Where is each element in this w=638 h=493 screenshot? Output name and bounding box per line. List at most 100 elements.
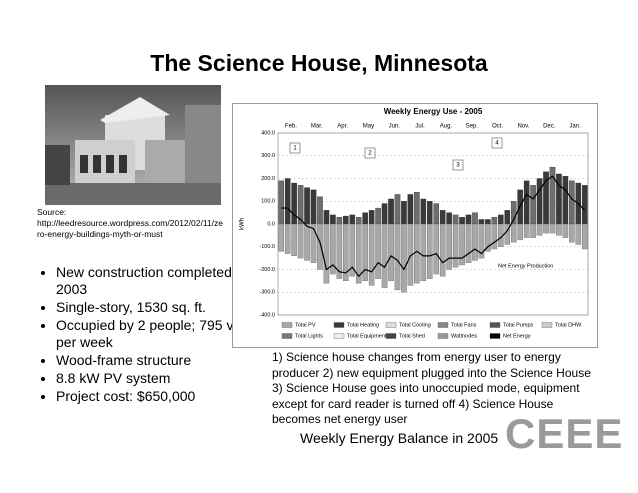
pv-bar bbox=[362, 223, 368, 282]
use-bar bbox=[523, 180, 530, 225]
pv-bar bbox=[343, 223, 349, 282]
use-bar bbox=[330, 214, 336, 225]
use-bar bbox=[291, 182, 297, 225]
pv-bar bbox=[388, 223, 394, 282]
month-label: Jun. bbox=[389, 124, 401, 130]
month-label: Jul. bbox=[415, 124, 425, 130]
pv-bar bbox=[549, 223, 556, 234]
legend-label: Total PV bbox=[295, 322, 316, 328]
use-bar bbox=[304, 187, 310, 225]
annotation: 3 bbox=[456, 163, 460, 169]
legend-label: Total Cooling bbox=[399, 322, 431, 328]
annotation: 1 bbox=[293, 146, 297, 152]
use-bar bbox=[362, 212, 368, 225]
y-tick-label: 0.0 bbox=[267, 221, 275, 227]
chart-caption: Weekly Energy Balance in 2005 bbox=[300, 430, 499, 446]
slide-title: The Science House, Minnesota bbox=[150, 50, 488, 76]
use-bar bbox=[581, 185, 588, 225]
use-bar bbox=[562, 176, 569, 225]
bullet: 8.8 kW PV system bbox=[56, 370, 271, 387]
pv-bar bbox=[472, 223, 478, 261]
use-bar bbox=[407, 194, 414, 225]
month-label: Oct. bbox=[492, 124, 503, 130]
use-bar bbox=[310, 189, 317, 225]
pv-bar bbox=[291, 223, 297, 257]
legend-swatch bbox=[281, 333, 293, 339]
use-bar bbox=[284, 178, 291, 225]
use-bar bbox=[452, 214, 459, 225]
use-bar bbox=[491, 217, 498, 225]
pv-bar bbox=[336, 223, 343, 279]
source-note: Source: http://leedresource.wordpress.com… bbox=[37, 207, 227, 240]
y-tick-label: 300.0 bbox=[261, 153, 275, 159]
legend-swatch bbox=[385, 333, 397, 339]
pv-bar bbox=[420, 223, 427, 282]
energy-chart: Weekly Energy Use - 2005 kWh 400.0 300.0 200… bbox=[232, 103, 598, 348]
annotation-box bbox=[452, 159, 464, 171]
month-label: Aug. bbox=[440, 124, 453, 130]
y-tick-label: -100.0 bbox=[259, 244, 275, 250]
net-line bbox=[281, 175, 586, 278]
use-bar bbox=[323, 210, 330, 225]
use-bar bbox=[343, 215, 349, 225]
chart-notes: 1) Science house changes from energy use… bbox=[272, 350, 591, 426]
use-bar bbox=[485, 219, 491, 225]
legend-swatch bbox=[489, 322, 501, 328]
source-line: Source: bbox=[37, 207, 67, 217]
use-bar bbox=[446, 212, 452, 225]
pv-bar bbox=[368, 223, 375, 286]
y-tick-label: -300.0 bbox=[259, 290, 275, 296]
legend-label: Total Fans bbox=[451, 322, 477, 328]
source-line: ro-energy-buildings-myth-or-must bbox=[37, 229, 163, 239]
use-bar bbox=[439, 210, 446, 225]
use-bar bbox=[414, 192, 420, 225]
use-bar bbox=[472, 212, 478, 225]
y-tick-label: 200.0 bbox=[261, 176, 275, 182]
use-bar bbox=[381, 203, 388, 225]
pv-bar bbox=[581, 223, 588, 250]
bullet: Wood-frame structure bbox=[56, 352, 271, 369]
pv-bar bbox=[536, 223, 543, 236]
net-label: Net Energy Production bbox=[498, 263, 553, 269]
y-axis-label: kWh bbox=[240, 218, 246, 230]
pv-bar bbox=[465, 223, 472, 263]
y-tick-label: -400.0 bbox=[259, 312, 275, 318]
pv-bar bbox=[349, 223, 356, 277]
month-label: Dec. bbox=[543, 124, 556, 130]
annotation-box bbox=[364, 147, 376, 159]
use-bar bbox=[375, 207, 381, 225]
legend-label: Total Shed bbox=[399, 333, 425, 339]
month-label: Feb. bbox=[285, 124, 297, 130]
pv-bar bbox=[304, 223, 310, 261]
legend-swatch bbox=[385, 322, 397, 328]
source-line: http://leedresource.wordpress.com/2012/0… bbox=[37, 218, 224, 228]
annotation: 2 bbox=[368, 151, 372, 157]
pv-bar bbox=[459, 223, 465, 266]
pv-bar bbox=[317, 223, 323, 270]
pv-bar bbox=[414, 223, 420, 284]
logo: CEEE bbox=[505, 410, 624, 457]
use-bar bbox=[349, 214, 356, 225]
pv-bar bbox=[575, 223, 582, 245]
use-bar bbox=[536, 178, 543, 225]
bullet: New construction completed in 2003 bbox=[56, 264, 271, 298]
pv-bar bbox=[452, 223, 459, 268]
use-bar bbox=[478, 219, 485, 225]
pv-bar bbox=[284, 223, 291, 254]
pv-bar bbox=[543, 223, 549, 234]
month-label: Jan. bbox=[569, 124, 581, 130]
pv-bar bbox=[491, 223, 498, 250]
legend-label: Total DHW bbox=[555, 322, 582, 328]
use-bar bbox=[530, 185, 536, 225]
pv-bar bbox=[426, 223, 433, 279]
legend-swatch bbox=[541, 322, 553, 328]
use-bar bbox=[368, 210, 375, 225]
bullet: Single-story, 1530 sq. ft. bbox=[56, 299, 271, 316]
legend-label: Net Energy bbox=[503, 333, 531, 339]
month-label: May bbox=[363, 124, 374, 130]
pv-bar bbox=[510, 223, 517, 243]
legend-swatch bbox=[281, 322, 293, 328]
plot-frame bbox=[277, 132, 589, 316]
month-label: Sep. bbox=[466, 124, 479, 130]
legend-label: Total Equipment bbox=[347, 333, 387, 339]
